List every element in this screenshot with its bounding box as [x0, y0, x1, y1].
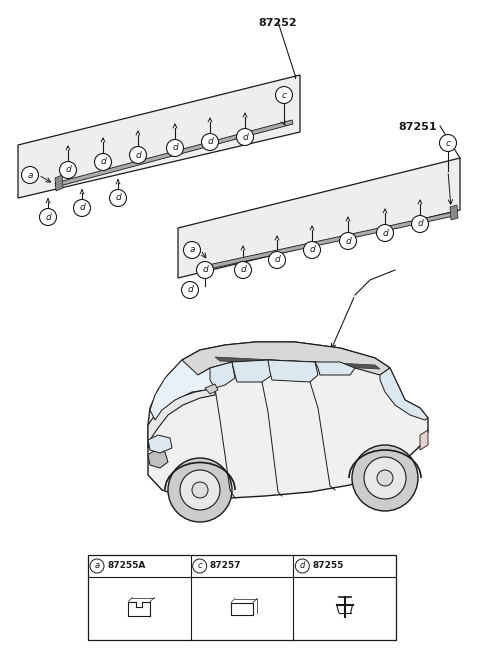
Circle shape: [352, 445, 418, 511]
Text: d: d: [100, 157, 106, 166]
Circle shape: [411, 215, 429, 233]
Polygon shape: [182, 342, 390, 385]
Polygon shape: [148, 342, 428, 500]
Polygon shape: [210, 362, 235, 388]
Text: a: a: [27, 170, 33, 179]
Polygon shape: [215, 357, 380, 369]
Bar: [88, 555, 396, 640]
Circle shape: [130, 147, 146, 164]
Text: 87251: 87251: [399, 122, 437, 132]
Circle shape: [377, 470, 393, 486]
Circle shape: [22, 166, 38, 183]
Circle shape: [192, 482, 208, 498]
Text: d: d: [242, 132, 248, 141]
Circle shape: [196, 261, 214, 278]
Circle shape: [295, 559, 309, 573]
Text: d: d: [172, 143, 178, 153]
Text: d: d: [202, 265, 208, 274]
Circle shape: [95, 153, 111, 170]
Text: d: d: [79, 204, 85, 212]
Polygon shape: [148, 435, 172, 453]
Text: d: d: [417, 219, 423, 229]
Circle shape: [167, 140, 183, 157]
Polygon shape: [18, 75, 300, 198]
Text: d: d: [207, 138, 213, 147]
Polygon shape: [232, 360, 272, 382]
Circle shape: [73, 200, 91, 217]
Circle shape: [90, 559, 104, 573]
Polygon shape: [380, 368, 428, 420]
Circle shape: [109, 189, 127, 206]
Polygon shape: [450, 205, 458, 220]
Circle shape: [60, 162, 76, 179]
Circle shape: [339, 233, 357, 250]
Circle shape: [276, 86, 292, 103]
Text: 87255: 87255: [312, 561, 344, 571]
Polygon shape: [148, 450, 168, 468]
Polygon shape: [55, 175, 63, 191]
Text: d: d: [135, 151, 141, 160]
Text: d: d: [187, 286, 193, 295]
Bar: [231, 603, 253, 614]
Circle shape: [237, 128, 253, 145]
Text: d: d: [45, 212, 51, 221]
Text: c: c: [281, 90, 287, 100]
Text: 87257: 87257: [210, 561, 241, 571]
Circle shape: [39, 208, 57, 225]
Polygon shape: [205, 384, 218, 394]
Text: d: d: [309, 246, 315, 255]
Text: 87255A: 87255A: [107, 561, 145, 571]
Polygon shape: [148, 388, 215, 448]
Text: d: d: [382, 229, 388, 238]
Circle shape: [183, 242, 201, 259]
Circle shape: [364, 457, 406, 499]
Circle shape: [268, 252, 286, 269]
Text: d: d: [240, 265, 246, 274]
Text: c: c: [445, 138, 451, 147]
Text: d: d: [274, 255, 280, 265]
Polygon shape: [420, 430, 428, 450]
Text: 87252: 87252: [259, 18, 297, 28]
Polygon shape: [268, 360, 318, 382]
Circle shape: [440, 134, 456, 151]
Text: d: d: [345, 236, 351, 246]
Circle shape: [168, 458, 232, 522]
Text: a: a: [95, 561, 99, 571]
Text: d: d: [65, 166, 71, 174]
Circle shape: [376, 225, 394, 242]
Circle shape: [192, 559, 207, 573]
Text: d: d: [115, 193, 121, 202]
Circle shape: [235, 261, 252, 278]
Text: a: a: [189, 246, 195, 255]
Circle shape: [181, 282, 199, 299]
Text: c: c: [197, 561, 202, 571]
Text: d: d: [300, 561, 305, 571]
Polygon shape: [208, 212, 454, 269]
Polygon shape: [315, 362, 355, 375]
Polygon shape: [150, 360, 215, 420]
Polygon shape: [55, 120, 293, 187]
Polygon shape: [178, 158, 460, 278]
Circle shape: [303, 242, 321, 259]
Circle shape: [202, 134, 218, 151]
Circle shape: [180, 470, 220, 510]
